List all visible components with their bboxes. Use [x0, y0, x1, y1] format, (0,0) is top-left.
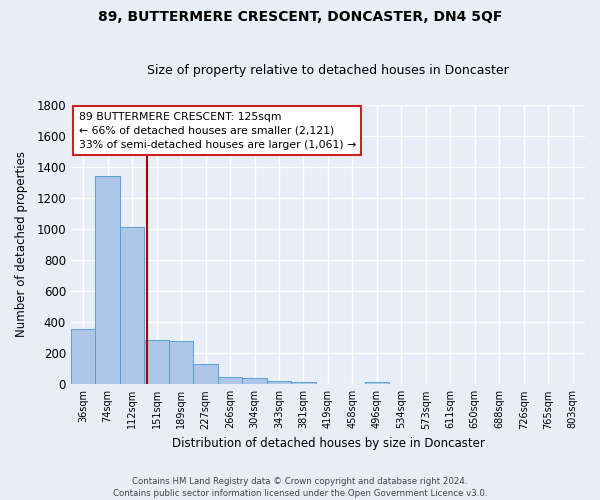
Bar: [169, 341, 193, 384]
Bar: [120, 228, 145, 384]
Bar: [95, 176, 120, 384]
X-axis label: Distribution of detached houses by size in Doncaster: Distribution of detached houses by size …: [172, 437, 484, 450]
Bar: [242, 378, 267, 384]
Y-axis label: Number of detached properties: Number of detached properties: [15, 152, 28, 338]
Bar: [267, 381, 291, 384]
Bar: [145, 340, 169, 384]
Text: Contains HM Land Registry data © Crown copyright and database right 2024.
Contai: Contains HM Land Registry data © Crown c…: [113, 476, 487, 498]
Title: Size of property relative to detached houses in Doncaster: Size of property relative to detached ho…: [147, 64, 509, 77]
Bar: [365, 382, 389, 384]
Bar: [218, 378, 242, 384]
Bar: [193, 364, 218, 384]
Text: 89 BUTTERMERE CRESCENT: 125sqm
← 66% of detached houses are smaller (2,121)
33% : 89 BUTTERMERE CRESCENT: 125sqm ← 66% of …: [79, 112, 356, 150]
Text: 89, BUTTERMERE CRESCENT, DONCASTER, DN4 5QF: 89, BUTTERMERE CRESCENT, DONCASTER, DN4 …: [98, 10, 502, 24]
Bar: [71, 329, 95, 384]
Bar: [291, 382, 316, 384]
